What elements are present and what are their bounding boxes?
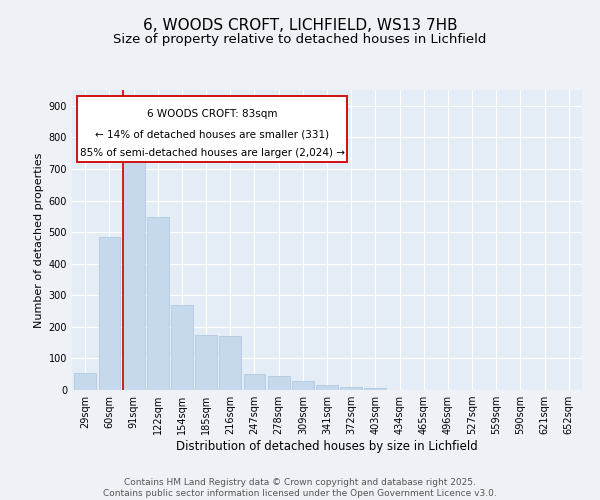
FancyBboxPatch shape	[77, 96, 347, 162]
Bar	[316, 386, 338, 390]
Bar	[171, 304, 193, 390]
Text: 85% of semi-detached houses are larger (2,024) →: 85% of semi-detached houses are larger (…	[80, 148, 345, 158]
Text: Contains HM Land Registry data © Crown copyright and database right 2025.
Contai: Contains HM Land Registry data © Crown c…	[103, 478, 497, 498]
Bar	[244, 374, 265, 390]
Bar	[123, 160, 145, 390]
Bar	[340, 387, 362, 390]
Bar	[98, 238, 121, 390]
Bar	[220, 336, 241, 390]
Bar	[292, 381, 314, 390]
Bar	[147, 217, 169, 390]
Bar	[74, 372, 96, 390]
Text: 6 WOODS CROFT: 83sqm: 6 WOODS CROFT: 83sqm	[147, 110, 277, 120]
Bar	[195, 334, 217, 390]
Text: ← 14% of detached houses are smaller (331): ← 14% of detached houses are smaller (33…	[95, 130, 329, 140]
Text: 6, WOODS CROFT, LICHFIELD, WS13 7HB: 6, WOODS CROFT, LICHFIELD, WS13 7HB	[143, 18, 457, 32]
Bar	[364, 388, 386, 390]
X-axis label: Distribution of detached houses by size in Lichfield: Distribution of detached houses by size …	[176, 440, 478, 453]
Text: Size of property relative to detached houses in Lichfield: Size of property relative to detached ho…	[113, 32, 487, 46]
Y-axis label: Number of detached properties: Number of detached properties	[34, 152, 44, 328]
Bar	[268, 376, 290, 390]
